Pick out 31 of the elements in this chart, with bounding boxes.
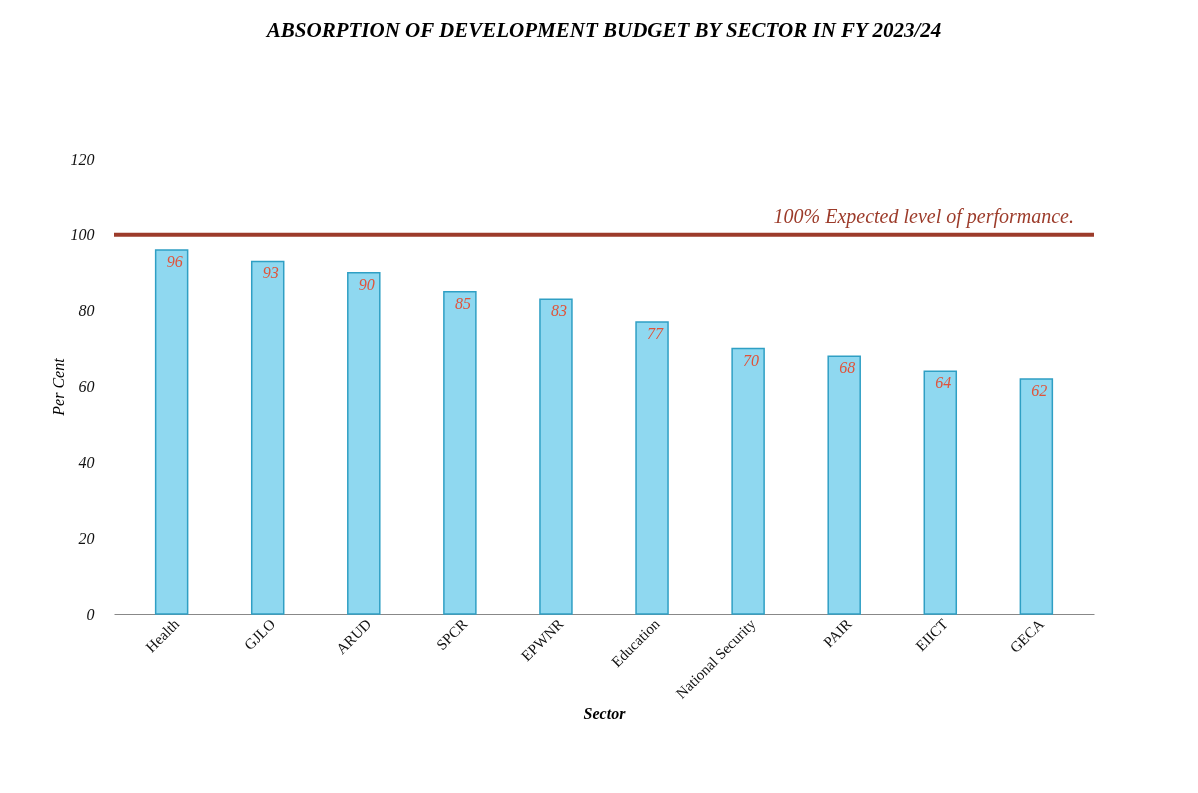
bar [923, 370, 958, 615]
data-label: 90 [358, 275, 375, 293]
y-tick-label: 0 [86, 605, 95, 623]
data-label: 68 [839, 359, 856, 377]
bar [539, 298, 573, 615]
data-label: 70 [743, 351, 760, 369]
y-tick-label: 120 [70, 150, 95, 168]
y-tick-label: 80 [78, 302, 95, 320]
data-label: 93 [262, 264, 279, 282]
bar [250, 260, 285, 615]
bar [827, 355, 861, 615]
y-axis-title: Per Cent [49, 357, 67, 417]
y-tick-label: 60 [78, 378, 95, 395]
bar [731, 347, 765, 615]
data-label: 85 [454, 294, 471, 312]
bar [635, 321, 669, 615]
chart-title: ABSORPTION OF DEVELOPMENT BUDGET BY SECTOR IN FY 2023/24 [264, 18, 942, 42]
data-label: 64 [935, 374, 952, 392]
data-label: 62 [1031, 381, 1048, 399]
data-label: 83 [550, 302, 567, 320]
y-tick-label: 100 [70, 226, 95, 244]
bar [154, 249, 189, 615]
data-label: 96 [166, 253, 183, 270]
ref-line-label: 100% Expected level of performance. [773, 204, 1074, 228]
bar [1019, 378, 1054, 615]
x-axis-title: Sector [583, 704, 627, 722]
bar [443, 290, 477, 615]
y-tick-label: 20 [78, 529, 95, 547]
y-tick-label: 40 [78, 453, 95, 471]
data-label: 77 [647, 325, 665, 343]
bar [347, 272, 381, 615]
